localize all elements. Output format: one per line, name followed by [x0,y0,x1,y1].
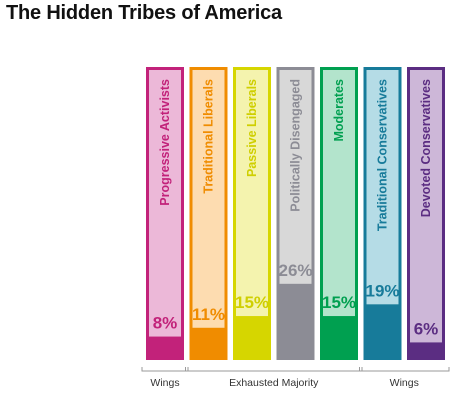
bar-progressive-activists: Progressive Activists 8% [146,67,184,360]
bar-devoted-conservatives: Devoted Conservatives 6% [407,67,445,360]
value-label: 11% [192,305,225,324]
bar-outline [189,67,228,360]
bar-background [189,67,228,360]
bar-traditional-conservatives: Traditional Conservatives 19% [363,67,402,360]
bar-background [320,67,358,360]
bar-value-fill [146,336,184,360]
value-label: 15% [322,293,356,312]
bar-outline [233,67,271,360]
bar-outline [363,67,402,360]
bar-outline [276,67,315,360]
category-label: Traditional Conservatives [376,79,390,231]
group-bracket [185,367,363,372]
value-label: 26% [278,261,312,280]
bar-background [407,67,445,360]
bar-moderates: Moderates 15% [320,67,358,360]
group-bracket [359,367,450,372]
group-wings: Wings [141,367,189,389]
bars-layer: Progressive Activists 8% Traditional Liber… [146,67,445,360]
bar-background [233,67,271,360]
group-bracket [141,367,189,372]
bar-passive-liberals: Passive Liberals 15% [233,67,271,360]
bar-traditional-liberals: Traditional Liberals 11% [189,67,228,360]
group-label: Wings [150,377,179,389]
category-label: Politically Disengaged [289,79,303,212]
bar-value-fill [189,327,228,360]
group-label: Exhausted Majority [229,377,319,389]
bar-outline [407,67,445,360]
category-label: Traditional Liberals [202,79,216,194]
category-label: Progressive Activists [158,79,172,206]
value-label: 8% [153,314,178,333]
group-exhausted-majority: Exhausted Majority [185,367,363,389]
bar-value-fill [276,283,315,360]
bar-outline [320,67,358,360]
category-label: Devoted Conservatives [419,79,433,217]
value-label: 19% [365,281,399,300]
groups-layer: Wings Exhausted Majority Wings [141,367,450,389]
bar-value-fill [363,304,402,360]
bar-background [146,67,184,360]
group-wings: Wings [359,367,450,389]
group-label: Wings [390,377,419,389]
page-title: The Hidden Tribes of America [6,2,282,24]
bar-outline [146,67,184,360]
bar-value-fill [233,316,271,360]
category-label: Passive Liberals [245,79,259,177]
bar-value-fill [407,342,445,360]
bar-value-fill [320,316,358,360]
value-label: 15% [235,293,269,312]
category-label: Moderates [332,79,346,142]
value-label: 6% [414,319,439,338]
bar-politically-disengaged: Politically Disengaged 26% [276,67,315,360]
